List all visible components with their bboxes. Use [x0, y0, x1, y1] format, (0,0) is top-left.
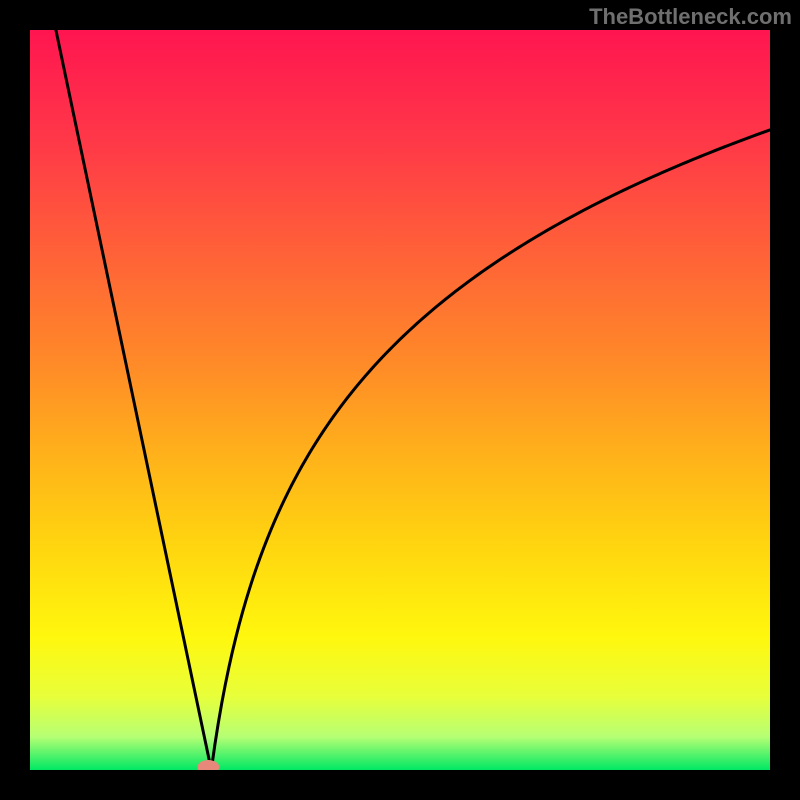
gradient-background: [30, 30, 770, 770]
plot-area: [30, 30, 770, 770]
watermark-text: TheBottleneck.com: [589, 4, 792, 30]
bottleneck-curve-chart: [30, 30, 770, 770]
chart-container: TheBottleneck.com: [0, 0, 800, 800]
